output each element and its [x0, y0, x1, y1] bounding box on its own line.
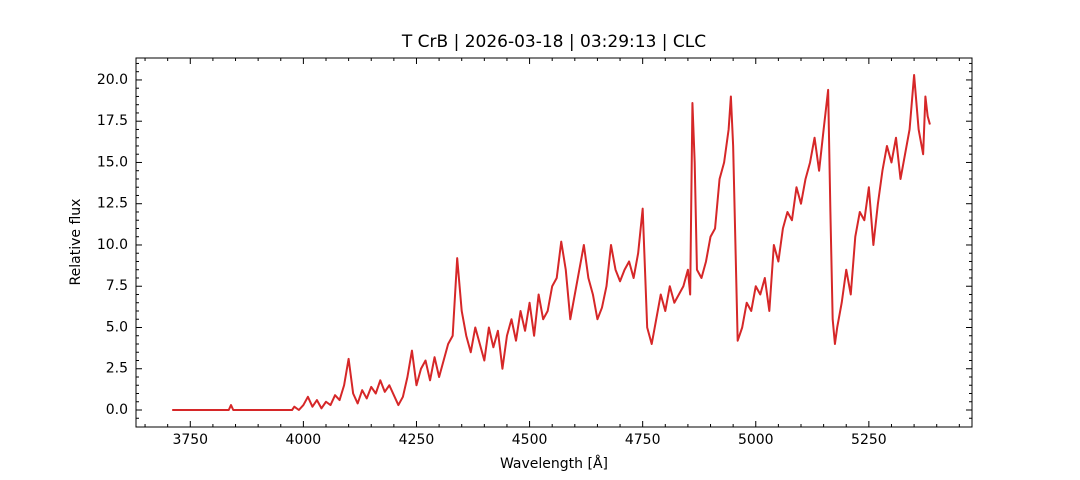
- y-tick-label: 0.0: [106, 402, 128, 418]
- x-tick-label: 5000: [738, 432, 774, 448]
- y-tick-label: 12.5: [97, 196, 128, 212]
- y-tick-label: 10.0: [97, 237, 128, 253]
- x-tick-label: 4500: [512, 432, 548, 448]
- x-tick-label: 4000: [286, 432, 322, 448]
- chart-title: T CrB | 2026-03-18 | 03:29:13 | CLC: [401, 32, 706, 52]
- x-tick-label: 4750: [625, 432, 661, 448]
- y-tick-label: 20.0: [97, 72, 128, 88]
- x-axis-label: Wavelength [Å]: [500, 455, 608, 472]
- y-tick-label: 5.0: [106, 319, 128, 335]
- x-tick-label: 5250: [851, 432, 887, 448]
- spectrum-line: [172, 74, 931, 411]
- plot-frame: [135, 57, 973, 428]
- x-tick-label: 3750: [172, 432, 208, 448]
- y-tick-label: 15.0: [97, 154, 128, 170]
- y-tick-label: 2.5: [106, 361, 128, 377]
- x-tick-label: 4250: [399, 432, 435, 448]
- y-tick-label: 17.5: [97, 113, 128, 129]
- y-tick-label: 7.5: [106, 278, 128, 294]
- y-axis-label: Relative flux: [68, 199, 84, 286]
